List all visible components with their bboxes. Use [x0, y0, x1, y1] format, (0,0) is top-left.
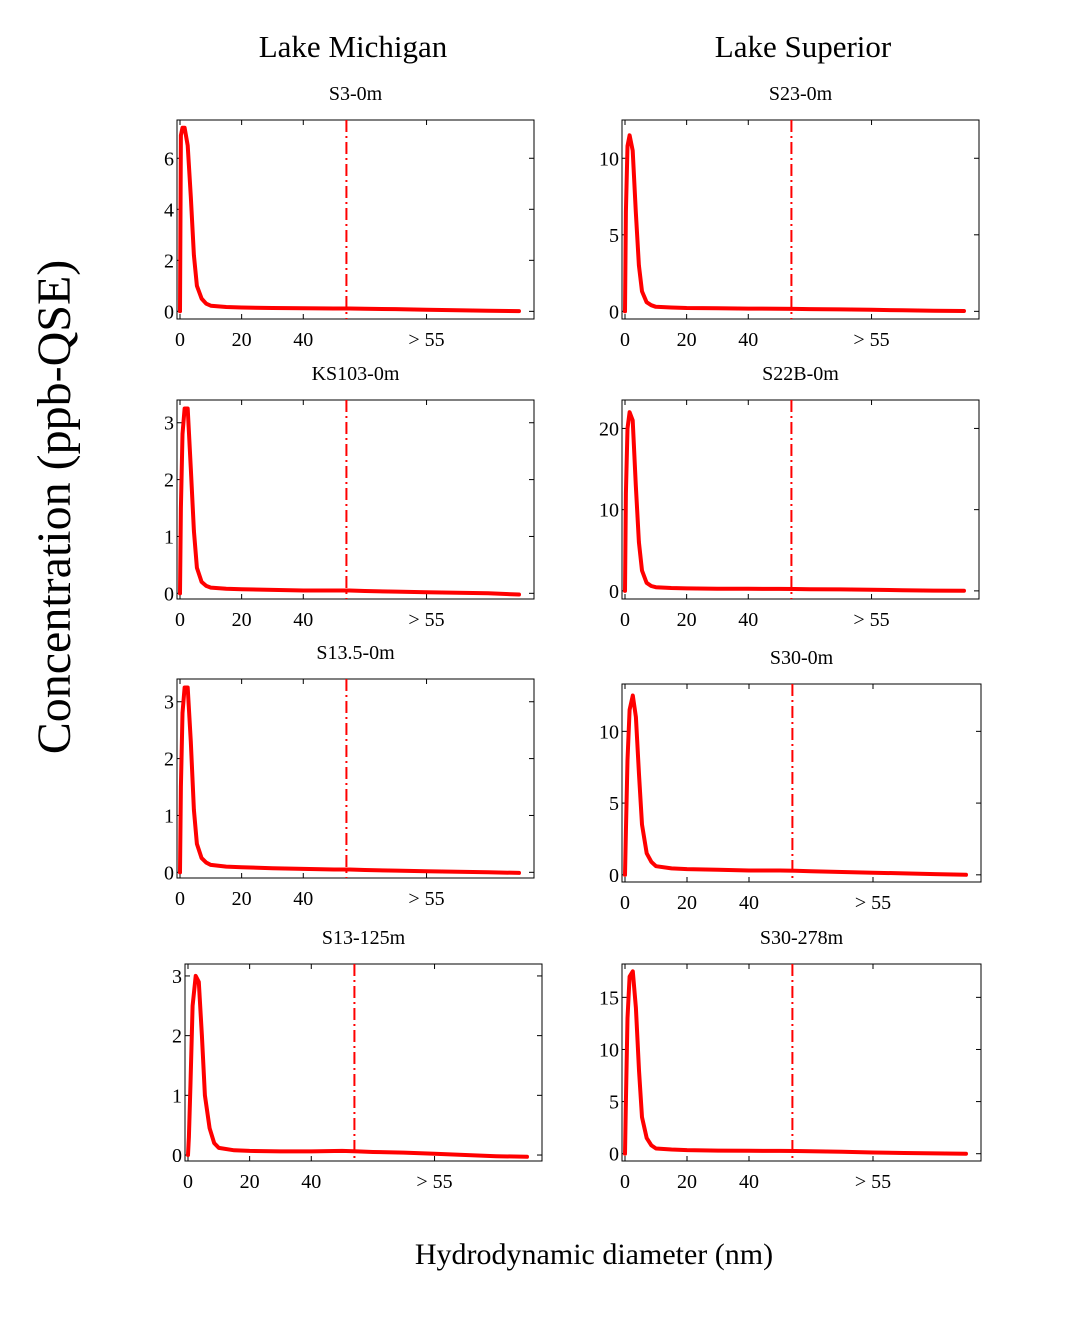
y-tick-label: 3: [172, 966, 182, 988]
series-line: [178, 406, 521, 597]
y-tick-label: 5: [609, 225, 619, 247]
series-line: [623, 410, 966, 593]
y-tick-label: 2: [164, 470, 174, 492]
y-tick-label: 2: [164, 749, 174, 771]
column-title-right: Lake Superior: [715, 29, 892, 64]
panel-4: S22B-0m 0 10 20 0 20 40 > 55: [599, 363, 980, 631]
plot-frame: [621, 399, 980, 600]
y-axis-label: Concentration (ppb-QSE): [28, 260, 81, 755]
y-tick-label: 10: [599, 500, 619, 522]
series-line: [178, 685, 521, 875]
panel-7: S13-125m 0 1 2 3 0 20 40 > 55: [172, 927, 543, 1193]
x-axis-label: Hydrodynamic diameter (nm): [415, 1238, 773, 1271]
x-tick-label: 40: [739, 1171, 759, 1193]
y-tick-label: 2: [164, 250, 174, 272]
x-tick-label: > 55: [416, 1171, 452, 1193]
plot-frame: [621, 119, 980, 320]
y-tick-label: 6: [164, 148, 174, 170]
panel-6: S30-0m 0 5 10 0 20 40 > 55: [599, 647, 982, 914]
panel-title: S3-0m: [329, 83, 383, 105]
y-tick-label: 10: [599, 148, 619, 170]
x-tick-label: 0: [620, 609, 630, 631]
panel-1: S3-0m 0 2 4 6 0 20 40 > 55: [164, 83, 535, 351]
panel-3: KS103-0m 0 1 2 3 0 20 40 > 55: [164, 363, 535, 631]
panel-title: S13.5-0m: [316, 642, 395, 664]
x-tick-label: 20: [677, 609, 697, 631]
x-tick-label: 40: [301, 1171, 321, 1193]
plot-frame: [621, 683, 982, 883]
y-tick-label: 2: [172, 1026, 182, 1048]
series-line: [623, 693, 968, 877]
x-tick-label: 0: [175, 888, 185, 910]
y-tick-label: 20: [599, 418, 619, 440]
plot-frame: [176, 678, 535, 879]
x-tick-label: 20: [232, 329, 252, 351]
panel-8: S30-278m 0 5 10 15 0 20 40 > 55: [599, 927, 982, 1193]
y-tick-label: 0: [609, 1144, 619, 1166]
panel-5: S13.5-0m 0 1 2 3 0 20 40 > 55: [164, 642, 535, 910]
plot-frame: [184, 963, 543, 1162]
x-tick-label: 40: [738, 609, 758, 631]
x-tick-label: > 55: [408, 609, 444, 631]
x-tick-label: 40: [738, 329, 758, 351]
panel-title: KS103-0m: [312, 363, 400, 385]
y-tick-label: 5: [609, 1092, 619, 1114]
y-tick-label: 1: [164, 526, 174, 548]
y-tick-label: 0: [609, 581, 619, 603]
panel-title: S23-0m: [769, 83, 833, 105]
y-tick-label: 1: [172, 1085, 182, 1107]
y-tick-label: 0: [609, 865, 619, 887]
plot-frame: [621, 963, 982, 1162]
panel-2: S23-0m 0 5 10 0 20 40 > 55: [599, 83, 980, 351]
x-tick-label: 0: [175, 609, 185, 631]
y-tick-label: 1: [164, 805, 174, 827]
y-tick-label: 10: [599, 1039, 619, 1061]
x-tick-label: > 55: [853, 329, 889, 351]
x-tick-label: > 55: [853, 609, 889, 631]
x-tick-label: 20: [232, 609, 252, 631]
x-tick-label: 40: [293, 609, 313, 631]
y-tick-label: 0: [164, 862, 174, 884]
x-tick-label: 0: [175, 329, 185, 351]
y-tick-label: 3: [164, 692, 174, 714]
x-tick-label: > 55: [855, 1171, 891, 1193]
x-tick-label: 0: [620, 329, 630, 351]
x-tick-label: 20: [240, 1171, 260, 1193]
series-line: [623, 133, 966, 314]
x-tick-label: 40: [739, 892, 759, 914]
x-tick-label: > 55: [855, 892, 891, 914]
x-tick-label: 20: [677, 892, 697, 914]
y-tick-label: 0: [164, 583, 174, 605]
panel-title: S13-125m: [322, 927, 406, 949]
x-tick-label: 0: [620, 892, 630, 914]
plot-frame: [176, 119, 535, 320]
x-tick-label: 20: [232, 888, 252, 910]
y-tick-label: 0: [172, 1145, 182, 1167]
x-tick-label: 0: [620, 1171, 630, 1193]
x-tick-label: 40: [293, 329, 313, 351]
x-tick-label: 20: [677, 329, 697, 351]
y-tick-label: 0: [164, 301, 174, 323]
plot-frame: [176, 399, 535, 600]
x-tick-label: 0: [183, 1171, 193, 1193]
series-line: [186, 973, 529, 1159]
y-tick-label: 0: [609, 301, 619, 323]
x-tick-label: > 55: [408, 888, 444, 910]
y-tick-label: 4: [164, 199, 174, 221]
y-tick-label: 15: [599, 987, 619, 1009]
column-title-left: Lake Michigan: [259, 29, 448, 64]
panel-title: S30-0m: [770, 647, 834, 669]
x-tick-label: 20: [677, 1171, 697, 1193]
panel-title: S30-278m: [760, 927, 844, 949]
series-line: [623, 969, 968, 1156]
y-tick-label: 10: [599, 721, 619, 743]
x-tick-label: 40: [293, 888, 313, 910]
series-line: [178, 125, 521, 314]
y-tick-label: 3: [164, 413, 174, 435]
panel-title: S22B-0m: [762, 363, 839, 385]
x-tick-label: > 55: [408, 329, 444, 351]
y-tick-label: 5: [609, 793, 619, 815]
